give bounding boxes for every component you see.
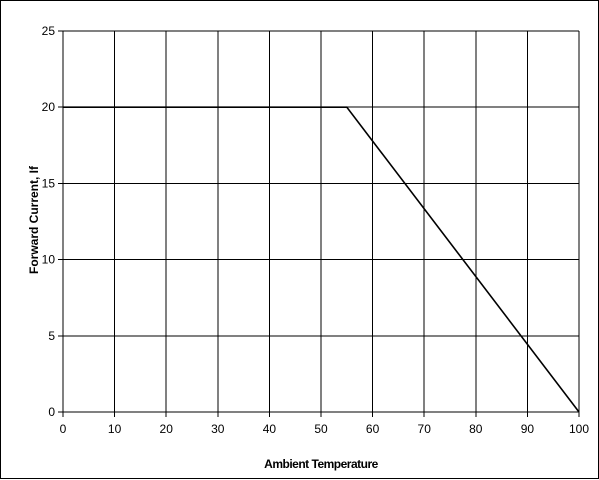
y-axis-title: Forward Current, If [27, 165, 41, 274]
tick-labels: 0 10 20 30 40 50 60 70 80 90 100 0 5 10 15 20 25 [42, 24, 590, 436]
x-tick-label: 100 [569, 422, 589, 436]
y-tick-label: 5 [48, 329, 55, 343]
y-tick-label: 20 [42, 100, 56, 114]
y-tick-label: 25 [42, 24, 56, 38]
y-tick-label: 10 [42, 253, 56, 267]
y-tick-label: 0 [48, 405, 55, 419]
x-tick-label: 60 [366, 422, 380, 436]
x-tick-label: 20 [160, 422, 174, 436]
x-tick-label: 30 [211, 422, 225, 436]
x-tick-label: 80 [469, 422, 483, 436]
axes [58, 30, 580, 417]
x-tick-label: 10 [108, 422, 122, 436]
series-line [63, 106, 580, 413]
y-tick-label: 15 [42, 176, 56, 190]
x-tick-label: 90 [521, 422, 535, 436]
grid [63, 30, 580, 412]
x-axis-title: Ambient Temperature [264, 457, 378, 471]
x-tick-label: 50 [314, 422, 328, 436]
x-tick-label: 40 [263, 422, 277, 436]
x-tick-label: 0 [60, 422, 67, 436]
x-tick-label: 70 [418, 422, 432, 436]
series [63, 106, 580, 413]
